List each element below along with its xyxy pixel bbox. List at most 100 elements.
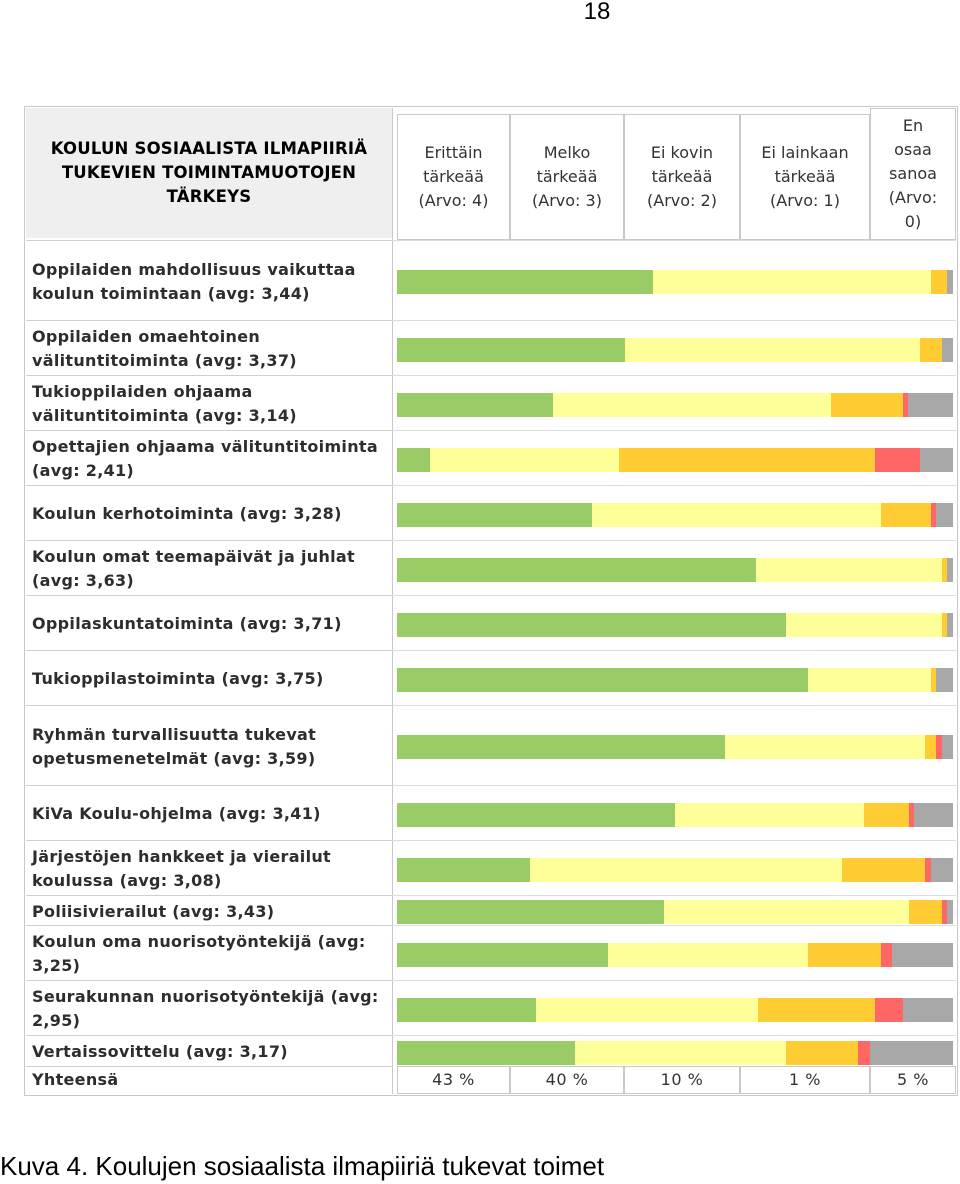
total-value-5: 5 %: [870, 1066, 956, 1094]
bar-segment-3: [930, 270, 948, 294]
row-label: Oppilaiden omaehtoinen välituntitoiminta…: [26, 320, 392, 375]
bar-segment-4: [930, 503, 937, 527]
row-label: Tukioppilaiden ohjaama välituntitoiminta…: [26, 375, 392, 430]
bar-segment-4: [941, 900, 948, 924]
bar-segment-2: [652, 270, 931, 294]
row-divider: [392, 240, 956, 241]
bar-segment-4: [858, 1041, 870, 1065]
bar-segment-2: [808, 668, 931, 692]
bar-segment-5: [869, 1041, 953, 1065]
stacked-bar: [397, 668, 953, 692]
row-divider: [392, 925, 956, 926]
bar-segment-1: [397, 270, 653, 294]
bar-segment-5: [947, 270, 953, 294]
bar-segment-4: [902, 393, 909, 417]
bar-segment-4: [875, 448, 920, 472]
bar-segment-3: [880, 503, 931, 527]
stacked-bar: [397, 503, 953, 527]
stacked-bar: [397, 998, 953, 1022]
figure-caption: Kuva 4. Koulujen sosiaalista ilmapiiriä …: [0, 1151, 605, 1181]
row-label: KiVa Koulu-ohjelma (avg: 3,41): [26, 785, 392, 840]
bar-segment-1: [397, 338, 625, 362]
stacked-bar: [397, 338, 953, 362]
stacked-bar: [397, 900, 953, 924]
row-divider: [392, 375, 956, 376]
bar-segment-2: [552, 393, 831, 417]
bar-segment-1: [397, 503, 592, 527]
total-value-1: 43 %: [397, 1066, 510, 1094]
row-label: Koulun oma nuorisotyöntekijä (avg: 3,25): [26, 925, 392, 980]
bar-segment-5: [947, 613, 953, 637]
bar-segment-5: [919, 448, 953, 472]
page-number: 18: [583, 0, 611, 25]
bar-segment-2: [786, 613, 942, 637]
bar-segment-2: [530, 858, 842, 882]
column-header-2: Melko tärkeää (Arvo: 3): [510, 114, 624, 240]
bar-segment-2: [624, 338, 920, 362]
bar-segment-4: [936, 735, 942, 759]
row-label: Tukioppilastoiminta (avg: 3,75): [26, 650, 392, 705]
row-label: Koulun kerhotoiminta (avg: 3,28): [26, 485, 392, 540]
bar-segment-1: [397, 558, 757, 582]
row-divider: [392, 785, 956, 786]
stacked-bar: [397, 803, 953, 827]
stacked-bar: [397, 943, 953, 967]
bar-segment-1: [397, 613, 787, 637]
row-label: Oppilaskuntatoiminta (avg: 3,71): [26, 595, 392, 650]
stacked-bar: [397, 393, 953, 417]
bar-segment-5: [930, 858, 953, 882]
row-label: Koulun omat teemapäivät ja juhlat (avg: …: [26, 540, 392, 595]
bar-segment-2: [536, 998, 759, 1022]
row-divider: [392, 895, 956, 896]
bar-segment-5: [941, 735, 953, 759]
bar-segment-1: [397, 668, 809, 692]
bar-segment-1: [397, 448, 431, 472]
stacked-bar: [397, 613, 953, 637]
bar-segment-5: [947, 558, 953, 582]
bar-segment-3: [830, 393, 903, 417]
bar-segment-5: [936, 503, 953, 527]
bar-segment-3: [758, 998, 876, 1022]
row-divider: [392, 980, 956, 981]
bar-segment-2: [591, 503, 881, 527]
bar-segment-5: [914, 803, 953, 827]
bar-segment-4: [880, 943, 892, 967]
column-divider: [392, 108, 393, 1094]
bar-segment-3: [619, 448, 876, 472]
stacked-bar: [397, 448, 953, 472]
bar-segment-4: [925, 858, 931, 882]
total-value-3: 10 %: [624, 1066, 740, 1094]
bar-segment-3: [786, 1041, 859, 1065]
bar-segment-2: [663, 900, 909, 924]
stacked-bar: [397, 858, 953, 882]
row-divider: [392, 1035, 956, 1036]
bar-segment-3: [864, 803, 909, 827]
bar-segment-1: [397, 858, 531, 882]
row-label: Järjestöjen hankkeet ja vierailut koulus…: [26, 840, 392, 895]
bar-segment-5: [936, 668, 953, 692]
bar-segment-3: [941, 558, 948, 582]
total-value-4: 1 %: [740, 1066, 870, 1094]
row-divider: [392, 595, 956, 596]
bar-segment-1: [397, 943, 609, 967]
column-header-4: Ei lainkaan tärkeää (Arvo: 1): [740, 114, 870, 240]
bar-segment-5: [908, 393, 953, 417]
bar-segment-4: [908, 803, 915, 827]
bar-segment-2: [574, 1041, 787, 1065]
bar-segment-1: [397, 735, 726, 759]
bar-segment-2: [756, 558, 942, 582]
row-label: Seurakunnan nuorisotyöntekijä (avg: 2,95…: [26, 980, 392, 1035]
row-divider: [392, 430, 956, 431]
table-title: KOULUN SOSIAALISTA ILMAPIIRIÄ TUKEVIEN T…: [26, 108, 392, 238]
bar-segment-1: [397, 393, 553, 417]
bar-segment-2: [725, 735, 926, 759]
bar-segment-5: [902, 998, 953, 1022]
stacked-bar: [397, 558, 953, 582]
bar-segment-5: [891, 943, 953, 967]
total-value-2: 40 %: [510, 1066, 624, 1094]
bar-segment-3: [908, 900, 942, 924]
table-title-text: KOULUN SOSIAALISTA ILMAPIIRIÄ TUKEVIEN T…: [50, 139, 368, 206]
row-label: Poliisivierailut (avg: 3,43): [26, 895, 392, 925]
row-divider: [392, 650, 956, 651]
bar-segment-3: [841, 858, 926, 882]
